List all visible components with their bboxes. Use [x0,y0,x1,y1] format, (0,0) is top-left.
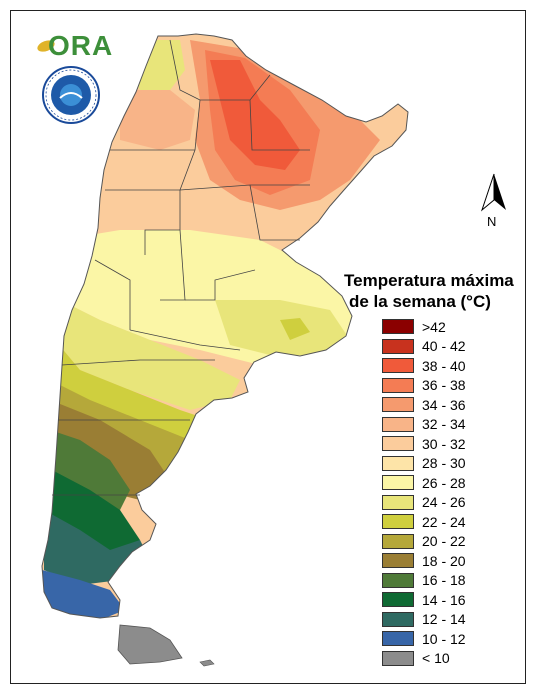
legend-item: 20 - 22 [382,532,466,552]
legend-title: Temperatura máxima de la semana (°C) [344,270,534,312]
legend-label: 16 - 18 [422,572,466,589]
legend-title-line2: de la semana (°C) [349,292,491,311]
legend-item: >42 [382,317,466,337]
legend-item: 18 - 20 [382,551,466,571]
legend-label: 32 - 34 [422,416,466,433]
legend-item: 30 - 32 [382,434,466,454]
legend-swatch [382,572,414,588]
legend-label: 20 - 22 [422,533,466,550]
legend-swatch [382,397,414,413]
legend-label: < 10 [422,650,450,667]
legend-swatch [382,475,414,491]
legend-item: 28 - 30 [382,454,466,474]
legend-label: 10 - 12 [422,630,466,647]
legend-swatch [382,592,414,608]
legend-item: 38 - 40 [382,356,466,376]
leaf-icon [37,40,55,52]
legend-swatch [382,455,414,471]
legend-title-line1: Temperatura máxima [344,271,514,290]
legend-swatch [382,611,414,627]
legend-label: 36 - 38 [422,377,466,394]
smn-seal [42,66,100,124]
legend-item: < 10 [382,649,466,669]
legend-swatch [382,553,414,569]
temperature-legend: >42 40 - 42 38 - 40 36 - 38 34 - 36 32 - 34 30… [382,317,466,668]
legend-label: 24 - 26 [422,494,466,511]
legend-swatch [382,533,414,549]
legend-item: 10 - 12 [382,629,466,649]
legend-swatch [382,319,414,335]
legend-swatch [382,338,414,354]
legend-label: 28 - 30 [422,455,466,472]
legend-label: 40 - 42 [422,338,466,355]
legend-item: 40 - 42 [382,337,466,357]
legend-swatch [382,436,414,452]
legend-item: 12 - 14 [382,610,466,630]
north-arrow-icon [480,173,506,212]
legend-item: 36 - 38 [382,376,466,396]
legend-label: 26 - 28 [422,474,466,491]
legend-item: 34 - 36 [382,395,466,415]
legend-swatch [382,358,414,374]
legend-label: 34 - 36 [422,396,466,413]
legend-label: 12 - 14 [422,611,466,628]
ora-logo-text: ORA [48,30,114,61]
legend-swatch [382,650,414,666]
legend-item: 26 - 28 [382,473,466,493]
north-label: N [487,214,497,229]
legend-swatch [382,416,414,432]
legend-item: 14 - 16 [382,590,466,610]
legend-label: 14 - 16 [422,591,466,608]
legend-item: 32 - 34 [382,415,466,435]
legend-item: 22 - 24 [382,512,466,532]
legend-swatch [382,631,414,647]
legend-label: 38 - 40 [422,357,466,374]
legend-swatch [382,494,414,510]
legend-label: 18 - 20 [422,552,466,569]
legend-swatch [382,377,414,393]
legend-item: 24 - 26 [382,493,466,513]
legend-label: >42 [422,318,446,335]
ora-logo: ORA [36,30,112,61]
legend-item: 16 - 18 [382,571,466,591]
legend-swatch [382,514,414,530]
legend-label: 22 - 24 [422,513,466,530]
legend-label: 30 - 32 [422,435,466,452]
seal-icon [42,66,100,124]
